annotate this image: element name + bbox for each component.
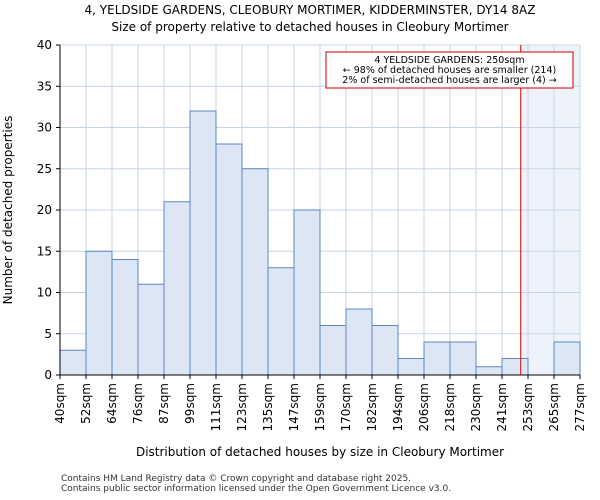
bar-40sqm [59,349,87,376]
x-tick-label: 40sqm [53,383,67,424]
y-tick-label: 15 [37,244,52,258]
plot-area: 0 5 10 15 20 25 30 35 40 40sqm 52sqm 64sqm 76sqm 87sq… [37,38,587,431]
footer-line-1: Contains HM Land Registry data © Crown c… [61,474,412,484]
x-tick-label: 265sqm [547,383,561,431]
y-tick-label: 0 [44,368,52,382]
bar-99sqm [189,110,217,376]
annotation-box [325,51,574,89]
y-tick-label: 10 [37,286,52,300]
bar-123sqm [241,168,269,376]
x-tick-label: 87sqm [157,383,171,424]
x-tick-label: 159sqm [313,383,327,431]
annotation-line-1: 4 YELDSIDE GARDENS: 250sqm [374,55,524,66]
x-tick-label: 277sqm [573,383,587,431]
x-tick-label: 194sqm [391,383,405,431]
y-tick-label: 5 [44,327,52,341]
bar-87sqm [163,201,191,376]
bar-265sqm [553,341,581,376]
bar-241sqm [501,358,529,376]
bar-182sqm [371,325,399,376]
y-tick-label: 30 [37,121,52,135]
y-tick-label: 20 [37,203,52,217]
bar-159sqm [319,325,347,376]
x-tick-label: 206sqm [417,383,431,431]
bar-52sqm [85,250,113,376]
bar-135sqm [267,267,295,376]
bar-218sqm [449,341,477,376]
x-tick-label: 218sqm [443,383,457,431]
x-tick-label: 99sqm [183,383,197,424]
y-tick-label: 25 [37,162,52,176]
bar-206sqm [423,341,451,376]
x-tick-label: 241sqm [495,383,509,431]
x-tick-label: 52sqm [79,383,93,424]
x-tick-label: 182sqm [365,383,379,431]
bar-111sqm [215,143,243,376]
annotation-line-3: 2% of semi-detached houses are larger (4… [342,75,556,86]
chart-title: 4, YELDSIDE GARDENS, CLEOBURY MORTIMER, … [85,3,536,17]
x-tick-label: 76sqm [131,383,145,424]
chart-subtitle: Size of property relative to detached ho… [111,20,508,34]
bar-147sqm [293,209,321,376]
x-tick-label: 111sqm [209,383,223,431]
bar-64sqm [111,259,139,376]
y-tick-label: 35 [37,79,52,93]
x-tick-label: 147sqm [287,383,301,431]
bar-230sqm [475,366,503,376]
x-tick-label: 170sqm [339,383,353,431]
y-axis-label: Number of detached properties [1,116,15,305]
annotation-line-2: ← 98% of detached houses are smaller (21… [343,65,556,76]
footer-line-2: Contains public sector information licen… [61,484,452,494]
x-tick-label: 123sqm [235,383,249,431]
bar-194sqm [397,358,425,376]
x-tick-label: 135sqm [261,383,275,431]
bar-76sqm [137,283,165,376]
bar-170sqm [345,308,373,376]
y-tick-label: 40 [37,38,52,52]
x-tick-label: 230sqm [469,383,483,431]
x-axis-label: Distribution of detached houses by size … [136,445,504,459]
x-tick-label: 253sqm [521,383,535,431]
x-tick-label: 64sqm [105,383,119,424]
